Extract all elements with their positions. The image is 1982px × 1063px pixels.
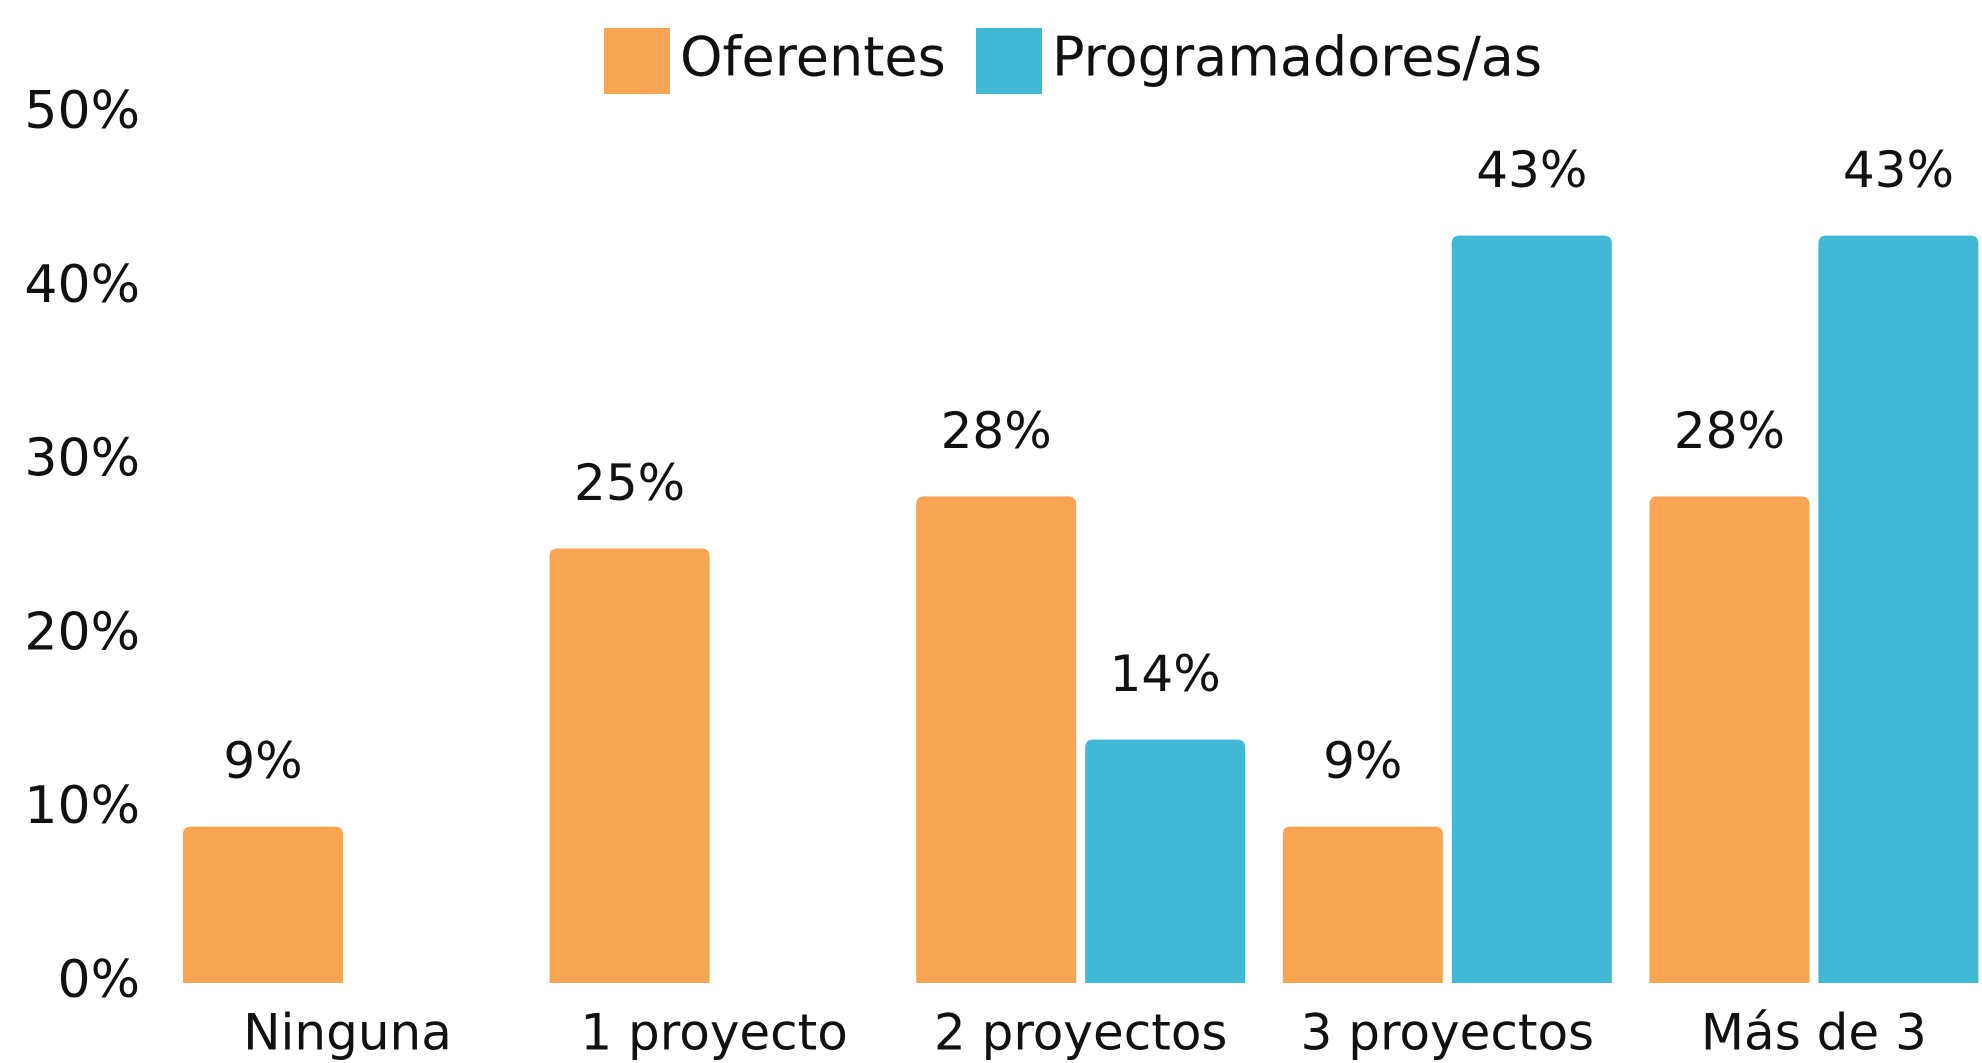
bar — [183, 826, 343, 983]
x-tick-label: 2 proyectos — [934, 1004, 1228, 1062]
x-tick-label: 3 proyectos — [1301, 1004, 1595, 1062]
legend-swatch — [976, 28, 1042, 94]
x-tick-label: Ninguna — [243, 1004, 452, 1062]
bar — [1451, 235, 1612, 983]
data-label: 28% — [1674, 402, 1785, 460]
data-label: 43% — [1476, 141, 1587, 199]
y-tick-label: 10% — [24, 776, 140, 836]
legend-label: Programadores/as — [1052, 26, 1542, 89]
x-tick-label: Más de 3 — [1701, 1004, 1927, 1062]
y-tick-label: 40% — [24, 255, 140, 315]
y-tick-label: 0% — [58, 950, 141, 1010]
legend-swatch — [604, 28, 670, 94]
data-label: 25% — [574, 454, 685, 512]
bar — [1649, 496, 1810, 983]
data-label: 9% — [223, 732, 302, 790]
y-tick-label: 30% — [24, 429, 140, 489]
bar — [549, 548, 710, 983]
y-tick-label: 50% — [24, 81, 140, 141]
bar — [1818, 235, 1979, 983]
bar — [1282, 826, 1443, 983]
data-label: 9% — [1323, 732, 1402, 790]
y-tick-label: 20% — [24, 602, 140, 662]
data-label: 28% — [941, 402, 1052, 460]
x-tick-label: 1 proyecto — [580, 1004, 848, 1062]
data-label: 43% — [1843, 141, 1954, 199]
legend-label: Oferentes — [680, 26, 946, 89]
bar — [1085, 739, 1246, 983]
data-label: 14% — [1110, 645, 1221, 703]
bar — [916, 496, 1077, 983]
